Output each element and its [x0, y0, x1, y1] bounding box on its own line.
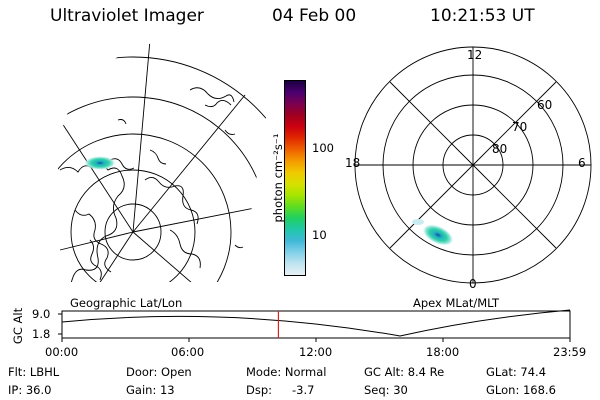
gc-alt-status: GC Alt: 8.4 Re: [364, 365, 445, 379]
geographic-map: [58, 39, 275, 282]
gc-alt-curve: [61, 309, 571, 337]
ip-status: IP: 36.0: [8, 383, 52, 397]
timeline-x-tick-1200: 12:00: [299, 345, 333, 359]
aurora-emission-fringe: [412, 219, 424, 225]
mlt-label-6: 6: [578, 156, 586, 170]
timeline-x-tick-1800: 18:00: [426, 345, 460, 359]
aurora-emission-left: [84, 156, 116, 170]
dsp-status-value: -3.7: [292, 383, 315, 397]
mlt-label-0: 0: [469, 277, 477, 291]
dsp-status-label: Dsp:: [246, 383, 273, 397]
mlat-label-70: 70: [512, 120, 528, 134]
filter-status: Flt: LBHL: [8, 365, 60, 379]
colorbar-unit-label: photon cm⁻²s⁻¹: [271, 133, 285, 223]
app-title: Ultraviolet Imager: [50, 6, 204, 26]
date-label: 04 Feb 00: [272, 6, 357, 26]
colorbar-tick-100: 100: [312, 141, 334, 155]
timeline-y-label: GC Alt: [11, 307, 25, 345]
timeline-x-tick-2359: 23:59: [553, 345, 587, 359]
mlt-label-12: 12: [467, 48, 483, 62]
timeline-x-tick-0600: 06:00: [171, 345, 205, 359]
mlt-label-18: 18: [345, 156, 361, 170]
aurora-emission-right: [422, 224, 454, 246]
gain-status: Gain: 13: [126, 383, 175, 397]
seq-status: Seq: 30: [364, 383, 408, 397]
glon-status: GLon: 168.6: [486, 383, 556, 397]
mlat-label-60: 60: [537, 98, 553, 112]
apex-caption: Apex MLat/MLT: [413, 296, 500, 310]
mlat-mlt-map: [354, 46, 592, 284]
timeline-y-tick-9: 9.0: [32, 307, 51, 321]
timeline-y-tick-1-8: 1.8: [32, 327, 51, 341]
timeline-ticks: [58, 313, 571, 342]
glat-status: GLat: 74.4: [486, 365, 547, 379]
timeline-x-tick-0000: 00:00: [45, 345, 79, 359]
mode-status: Mode: Normal: [246, 365, 327, 379]
colorbar: [284, 80, 306, 276]
mlat-label-80: 80: [492, 142, 508, 156]
door-status: Door: Open: [126, 365, 192, 379]
geographic-caption: Geographic Lat/Lon: [70, 296, 183, 310]
timeline-frame: [61, 310, 571, 339]
time-label: 10:21:53 UT: [430, 6, 535, 26]
colorbar-tick-10: 10: [312, 228, 327, 242]
